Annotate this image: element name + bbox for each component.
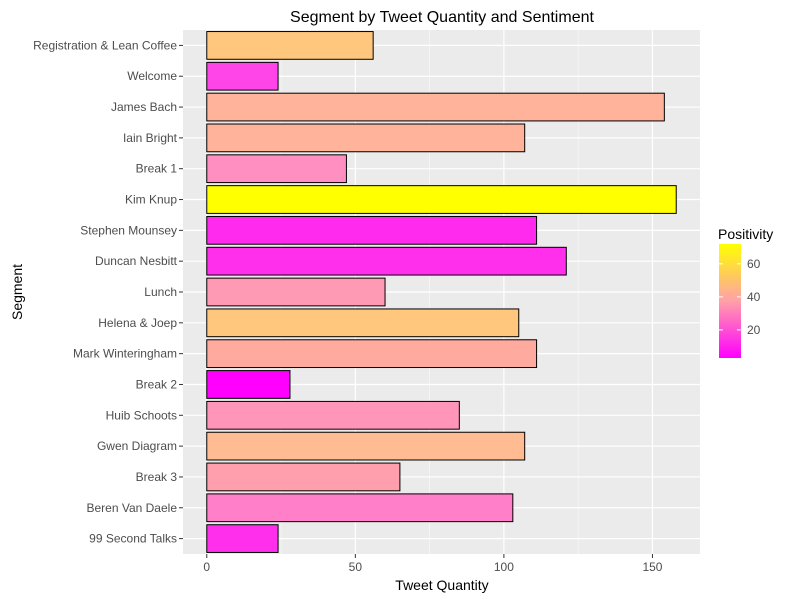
y-axis-title: Segment: [9, 264, 25, 320]
legend-tick-label: 60: [747, 257, 761, 271]
y-tick-label: Lunch: [144, 285, 177, 299]
y-tick-label: Beren Van Daele: [86, 501, 177, 515]
bar: [206, 246, 567, 276]
bar: [206, 308, 520, 338]
y-tick-label: Iain Bright: [123, 131, 178, 145]
bar: [206, 370, 291, 399]
x-axis-title: Tweet Quantity: [395, 577, 488, 593]
legend-title: Positivity: [718, 226, 773, 242]
bar: [206, 154, 347, 184]
y-tick-label: Welcome: [127, 69, 177, 83]
bar: [206, 123, 526, 153]
legend-tick-label: 40: [747, 290, 761, 304]
x-tick-label: 0: [203, 560, 210, 574]
bar: [206, 524, 279, 553]
y-tick-label: Registration & Lean Coffee: [33, 38, 177, 52]
y-tick-label: Huib Schoots: [106, 408, 177, 422]
chart-title: Segment by Tweet Quantity and Sentiment: [290, 9, 594, 26]
legend-colorbar: [719, 244, 741, 358]
y-tick-label: Kim Knup: [125, 193, 177, 207]
bar: [206, 215, 538, 245]
y-tick-label: Mark Winteringham: [73, 347, 177, 361]
y-tick-label: 99 Second Talks: [89, 532, 177, 546]
bar: [206, 92, 665, 122]
y-tick-label: Break 3: [136, 470, 178, 484]
legend-tick-label: 20: [747, 323, 761, 337]
x-tick-label: 100: [494, 560, 514, 574]
bar: [206, 400, 460, 430]
bar: [206, 185, 677, 214]
y-tick-label: James Bach: [111, 100, 177, 114]
bar: [206, 462, 401, 492]
y-tick-label: Helena & Joep: [98, 316, 177, 330]
legend: Positivity 20 40 60: [718, 226, 773, 358]
bar: [206, 431, 526, 461]
bar: [206, 277, 386, 307]
y-tick-label: Stephen Mounsey: [80, 223, 177, 237]
y-tick-label: Duncan Nesbitt: [95, 254, 178, 268]
bar: [206, 493, 514, 523]
y-tick-label: Gwen Diagram: [97, 439, 177, 453]
y-tick-label: Break 1: [136, 162, 178, 176]
x-tick-label: 50: [349, 560, 363, 574]
y-tick-label: Break 2: [136, 377, 178, 391]
bar: [206, 339, 538, 369]
bar: [206, 31, 374, 60]
bar: [206, 61, 279, 91]
x-tick-label: 150: [642, 560, 662, 574]
